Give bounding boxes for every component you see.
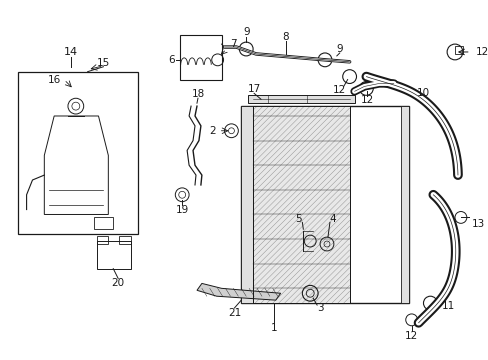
Text: 19: 19: [175, 204, 188, 215]
Text: 12: 12: [332, 85, 346, 95]
Bar: [180, 35, 221, 80]
Bar: [96, 241, 131, 269]
Text: 3: 3: [316, 303, 323, 313]
Text: 15: 15: [97, 58, 110, 68]
Text: 14: 14: [64, 47, 78, 57]
Polygon shape: [44, 116, 108, 215]
Polygon shape: [197, 283, 280, 300]
Text: 12: 12: [360, 95, 373, 105]
Text: 12: 12: [404, 330, 417, 341]
Text: 13: 13: [471, 219, 484, 229]
Bar: [241, 106, 408, 303]
Bar: [93, 217, 113, 229]
Text: 6: 6: [168, 55, 174, 65]
Bar: [400, 106, 408, 303]
Text: 10: 10: [416, 88, 429, 98]
Text: 20: 20: [111, 278, 124, 288]
Text: 21: 21: [227, 308, 241, 318]
Text: 9: 9: [243, 27, 249, 37]
Text: 4: 4: [329, 215, 336, 224]
Text: 2: 2: [209, 126, 215, 136]
Bar: [253, 106, 349, 303]
Text: 7: 7: [230, 39, 236, 49]
Bar: [248, 95, 354, 103]
Text: 1: 1: [270, 323, 277, 333]
Text: 5: 5: [294, 215, 301, 224]
Bar: [18, 72, 138, 234]
Text: 16: 16: [47, 75, 61, 85]
Bar: [241, 106, 253, 303]
Text: 11: 11: [441, 301, 454, 311]
Text: 17: 17: [247, 84, 260, 94]
Text: 8: 8: [282, 32, 288, 42]
Bar: [96, 236, 108, 244]
Text: 12: 12: [475, 47, 488, 57]
Bar: [119, 236, 131, 244]
Bar: [253, 106, 349, 303]
Text: 18: 18: [191, 89, 204, 99]
Text: 9: 9: [336, 44, 343, 54]
